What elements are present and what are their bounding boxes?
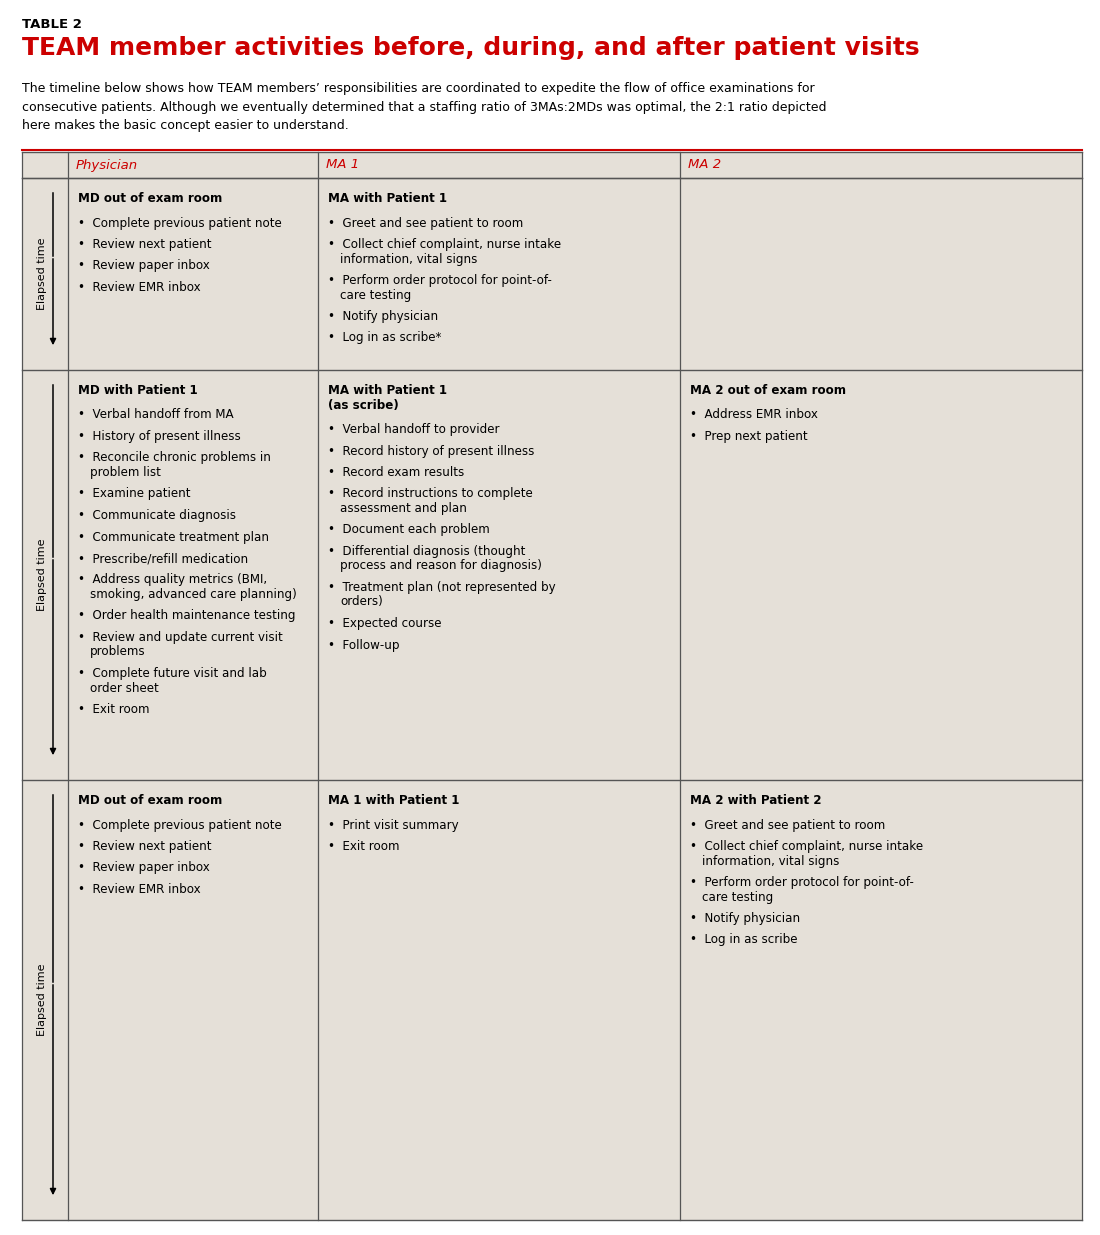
Text: •  Collect chief complaint, nurse intake: • Collect chief complaint, nurse intake bbox=[690, 840, 923, 853]
Text: •  Print visit summary: • Print visit summary bbox=[328, 819, 459, 831]
Text: problem list: problem list bbox=[90, 466, 161, 479]
Text: •  Verbal handoff to provider: • Verbal handoff to provider bbox=[328, 424, 499, 436]
Text: •  Perform order protocol for point-of-: • Perform order protocol for point-of- bbox=[328, 274, 552, 287]
Text: •  Verbal handoff from MA: • Verbal handoff from MA bbox=[78, 409, 233, 421]
Text: •  Record history of present illness: • Record history of present illness bbox=[328, 445, 535, 457]
Text: •  Greet and see patient to room: • Greet and see patient to room bbox=[690, 819, 886, 831]
Text: orders): orders) bbox=[340, 595, 383, 609]
Text: MA 1: MA 1 bbox=[326, 158, 359, 172]
Text: Elapsed time: Elapsed time bbox=[37, 963, 47, 1036]
Text: •  Order health maintenance testing: • Order health maintenance testing bbox=[78, 610, 296, 622]
Text: •  Perform order protocol for point-of-: • Perform order protocol for point-of- bbox=[690, 876, 914, 889]
Text: care testing: care testing bbox=[702, 890, 773, 904]
Text: •  Notify physician: • Notify physician bbox=[690, 911, 800, 925]
Text: •  Document each problem: • Document each problem bbox=[328, 524, 490, 536]
Text: •  Notify physician: • Notify physician bbox=[328, 310, 438, 324]
Text: •  Greet and see patient to room: • Greet and see patient to room bbox=[328, 216, 524, 230]
Text: order sheet: order sheet bbox=[90, 682, 158, 694]
Text: •  Record instructions to complete: • Record instructions to complete bbox=[328, 488, 532, 500]
Text: care testing: care testing bbox=[340, 289, 411, 301]
Text: •  Complete previous patient note: • Complete previous patient note bbox=[78, 216, 282, 230]
Text: •  Review next patient: • Review next patient bbox=[78, 840, 211, 853]
Text: •  Treatment plan (not represented by: • Treatment plan (not represented by bbox=[328, 580, 556, 594]
Text: MA 2 with Patient 2: MA 2 with Patient 2 bbox=[690, 794, 822, 806]
Text: •  Examine patient: • Examine patient bbox=[78, 488, 190, 500]
Text: •  Exit room: • Exit room bbox=[328, 840, 399, 853]
Text: •  Prescribe/refill medication: • Prescribe/refill medication bbox=[78, 552, 249, 564]
Text: MA with Patient 1: MA with Patient 1 bbox=[328, 191, 447, 205]
Text: (as scribe): (as scribe) bbox=[328, 399, 398, 411]
Text: process and reason for diagnosis): process and reason for diagnosis) bbox=[340, 559, 542, 573]
Text: TABLE 2: TABLE 2 bbox=[22, 19, 81, 31]
Text: MD with Patient 1: MD with Patient 1 bbox=[78, 384, 198, 396]
Bar bbox=[22, 178, 1082, 370]
Text: MA 1 with Patient 1: MA 1 with Patient 1 bbox=[328, 794, 460, 806]
Text: •  Review EMR inbox: • Review EMR inbox bbox=[78, 282, 200, 294]
Text: •  Follow-up: • Follow-up bbox=[328, 638, 399, 652]
Text: •  Review and update current visit: • Review and update current visit bbox=[78, 631, 283, 643]
Bar bbox=[22, 152, 1082, 178]
Text: MA 2 out of exam room: MA 2 out of exam room bbox=[690, 384, 846, 396]
Text: information, vital signs: information, vital signs bbox=[702, 855, 839, 867]
Text: •  Review EMR inbox: • Review EMR inbox bbox=[78, 883, 200, 897]
Text: •  Prep next patient: • Prep next patient bbox=[690, 430, 807, 443]
Text: •  Log in as scribe: • Log in as scribe bbox=[690, 934, 798, 946]
Text: •  Exit room: • Exit room bbox=[78, 703, 150, 716]
Text: •  Communicate diagnosis: • Communicate diagnosis bbox=[78, 509, 236, 522]
Text: MD out of exam room: MD out of exam room bbox=[78, 191, 222, 205]
Text: •  Reconcile chronic problems in: • Reconcile chronic problems in bbox=[78, 452, 271, 464]
Text: Physician: Physician bbox=[76, 158, 139, 172]
Text: •  Complete future visit and lab: • Complete future visit and lab bbox=[78, 667, 266, 680]
Text: •  History of present illness: • History of present illness bbox=[78, 430, 241, 443]
Text: Elapsed time: Elapsed time bbox=[37, 538, 47, 611]
Text: The timeline below shows how TEAM members’ responsibilities are coordinated to e: The timeline below shows how TEAM member… bbox=[22, 82, 826, 132]
Text: •  Review paper inbox: • Review paper inbox bbox=[78, 259, 210, 273]
Text: •  Review paper inbox: • Review paper inbox bbox=[78, 862, 210, 874]
Text: MA with Patient 1: MA with Patient 1 bbox=[328, 384, 447, 396]
Text: MA 2: MA 2 bbox=[688, 158, 722, 172]
Text: MD out of exam room: MD out of exam room bbox=[78, 794, 222, 806]
Bar bbox=[22, 370, 1082, 781]
Text: smoking, advanced care planning): smoking, advanced care planning) bbox=[90, 588, 297, 601]
Text: TEAM member activities before, during, and after patient visits: TEAM member activities before, during, a… bbox=[22, 36, 920, 61]
Text: •  Address quality metrics (BMI,: • Address quality metrics (BMI, bbox=[78, 573, 267, 587]
Text: •  Address EMR inbox: • Address EMR inbox bbox=[690, 409, 818, 421]
Text: •  Expected course: • Expected course bbox=[328, 618, 441, 630]
Text: •  Log in as scribe*: • Log in as scribe* bbox=[328, 331, 441, 345]
Text: assessment and plan: assessment and plan bbox=[340, 501, 466, 515]
Text: •  Collect chief complaint, nurse intake: • Collect chief complaint, nurse intake bbox=[328, 238, 561, 251]
Text: problems: problems bbox=[90, 646, 145, 658]
Text: •  Record exam results: • Record exam results bbox=[328, 466, 464, 479]
Text: •  Review next patient: • Review next patient bbox=[78, 238, 211, 251]
Text: •  Communicate treatment plan: • Communicate treatment plan bbox=[78, 531, 270, 543]
Text: •  Complete previous patient note: • Complete previous patient note bbox=[78, 819, 282, 831]
Text: Elapsed time: Elapsed time bbox=[37, 238, 47, 310]
Text: •  Differential diagnosis (thought: • Differential diagnosis (thought bbox=[328, 545, 526, 558]
Bar bbox=[22, 781, 1082, 1220]
Text: information, vital signs: information, vital signs bbox=[340, 252, 477, 266]
